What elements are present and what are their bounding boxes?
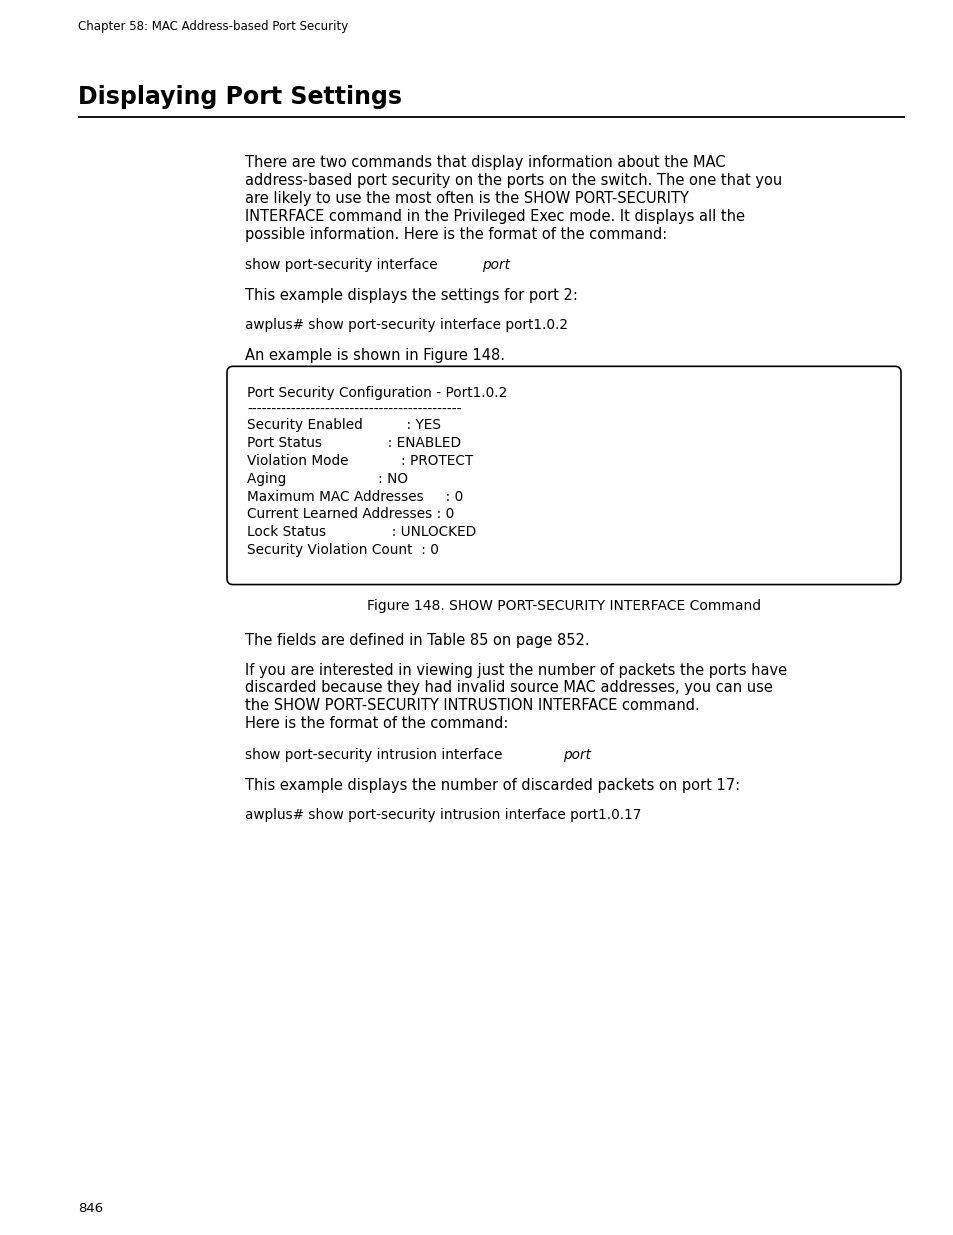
Text: There are two commands that display information about the MAC: There are two commands that display info…	[245, 156, 724, 170]
Text: Aging                     : NO: Aging : NO	[247, 472, 408, 485]
Text: Here is the format of the command:: Here is the format of the command:	[245, 716, 508, 731]
Text: Lock Status               : UNLOCKED: Lock Status : UNLOCKED	[247, 525, 476, 540]
Text: show port-security interface: show port-security interface	[245, 258, 441, 273]
Text: Maximum MAC Addresses     : 0: Maximum MAC Addresses : 0	[247, 489, 463, 504]
Text: The fields are defined in Table 85 on page 852.: The fields are defined in Table 85 on pa…	[245, 632, 589, 647]
Text: Security Enabled          : YES: Security Enabled : YES	[247, 419, 440, 432]
Text: Figure 148. SHOW PORT-SECURITY INTERFACE Command: Figure 148. SHOW PORT-SECURITY INTERFACE…	[367, 599, 760, 613]
Text: the SHOW PORT-SECURITY INTRUSTION INTERFACE command.: the SHOW PORT-SECURITY INTRUSTION INTERF…	[245, 698, 699, 713]
Text: port: port	[563, 747, 591, 762]
Text: discarded because they had invalid source MAC addresses, you can use: discarded because they had invalid sourc…	[245, 680, 772, 695]
Text: An example is shown in Figure 148.: An example is shown in Figure 148.	[245, 348, 504, 363]
Text: If you are interested in viewing just the number of packets the ports have: If you are interested in viewing just th…	[245, 662, 786, 678]
Text: --------------------------------------------: ----------------------------------------…	[247, 404, 461, 417]
Text: Security Violation Count  : 0: Security Violation Count : 0	[247, 543, 438, 557]
Text: Chapter 58: MAC Address-based Port Security: Chapter 58: MAC Address-based Port Secur…	[78, 20, 348, 33]
Text: Current Learned Addresses : 0: Current Learned Addresses : 0	[247, 508, 454, 521]
Text: port: port	[481, 258, 509, 273]
FancyBboxPatch shape	[227, 367, 900, 584]
Text: are likely to use the most often is the SHOW PORT-SECURITY: are likely to use the most often is the …	[245, 191, 688, 206]
Text: awplus# show port-security interface port1.0.2: awplus# show port-security interface por…	[245, 319, 567, 332]
Text: Violation Mode            : PROTECT: Violation Mode : PROTECT	[247, 454, 473, 468]
Text: This example displays the number of discarded packets on port 17:: This example displays the number of disc…	[245, 778, 740, 793]
Text: address-based port security on the ports on the switch. The one that you: address-based port security on the ports…	[245, 173, 781, 188]
Text: INTERFACE command in the Privileged Exec mode. It displays all the: INTERFACE command in the Privileged Exec…	[245, 209, 744, 224]
Text: This example displays the settings for port 2:: This example displays the settings for p…	[245, 288, 578, 304]
Text: Port Status               : ENABLED: Port Status : ENABLED	[247, 436, 460, 451]
Text: awplus# show port-security intrusion interface port1.0.17: awplus# show port-security intrusion int…	[245, 808, 640, 821]
Text: show port-security intrusion interface: show port-security intrusion interface	[245, 747, 506, 762]
Text: 846: 846	[78, 1202, 103, 1215]
Text: Port Security Configuration - Port1.0.2: Port Security Configuration - Port1.0.2	[247, 387, 507, 400]
Text: Displaying Port Settings: Displaying Port Settings	[78, 85, 401, 109]
Text: possible information. Here is the format of the command:: possible information. Here is the format…	[245, 226, 666, 242]
